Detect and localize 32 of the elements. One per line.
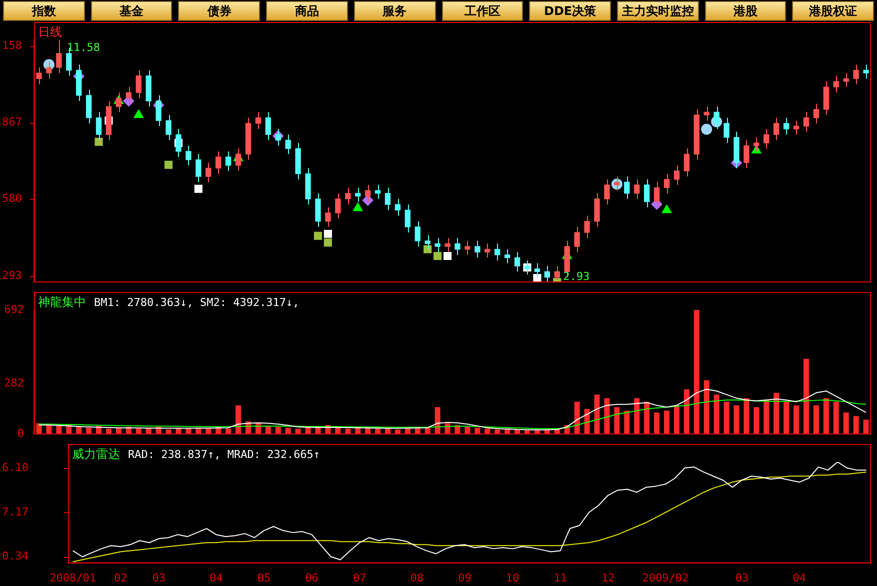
x-tick-label: 11 (554, 571, 567, 584)
chart-subtitle: RAD: 238.837↑, MRAD: 232.665↑ (128, 448, 320, 461)
x-tick-label: 12 (601, 571, 615, 584)
annotation: 2.93 (563, 270, 590, 283)
text: 6.10 (2, 460, 28, 474)
x-tick-label: 02 (114, 571, 128, 584)
text: 580 (2, 192, 22, 206)
chart-title: 神龍集中 (38, 295, 86, 309)
y-tick-label: 0 (17, 426, 24, 440)
chart-title: 威力雷达 (72, 447, 120, 461)
text: 0.34 (2, 550, 29, 563)
x-tick-label: 2009/02 (642, 571, 689, 584)
x-tick-label: 03 (735, 571, 749, 584)
x-tick-label: 04 (210, 571, 224, 584)
x-tick-label: 03 (152, 571, 166, 584)
x-tick-label: 08 (410, 571, 424, 584)
text: 7.17 (2, 505, 28, 518)
y-tick-label: 282 (4, 376, 24, 390)
x-tick-label: 09 (458, 571, 472, 584)
text: 293 (2, 268, 22, 282)
annotation: 11.58 (66, 41, 100, 54)
x-tick-label: 05 (257, 571, 271, 584)
x-tick-label: 06 (305, 571, 318, 584)
text: 158 (2, 38, 22, 52)
text: 867 (2, 116, 22, 129)
y-tick-label: 692 (4, 302, 24, 316)
x-tick-label: 07 (352, 571, 366, 584)
x-tick-label: 2008/01 (50, 571, 96, 584)
chart-subtitle: BM1: 2780.363↓, SM2: 4392.317↓, (94, 296, 300, 309)
x-tick-label: 10 (506, 571, 520, 584)
x-tick-label: 04 (792, 571, 806, 584)
chart-title: 日线 (38, 25, 62, 39)
